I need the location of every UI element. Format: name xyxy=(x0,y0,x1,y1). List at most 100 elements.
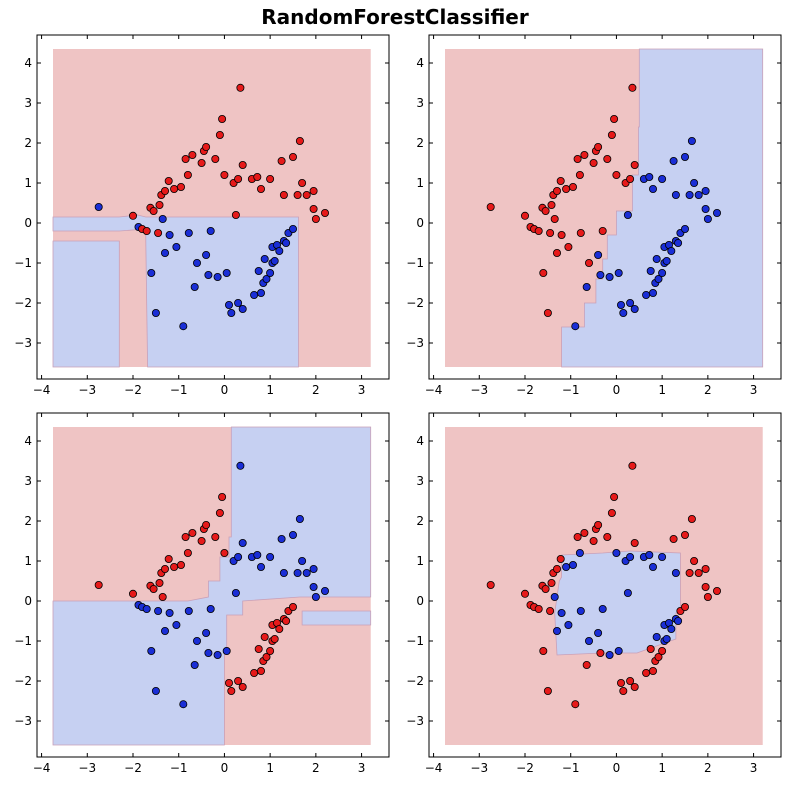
data-point-class1 xyxy=(158,214,167,223)
y-tick-label: −2 xyxy=(406,296,424,310)
x-tick-label: 0 xyxy=(221,761,229,775)
y-tick-label: 2 xyxy=(24,514,32,528)
figure-title: RandomForestClassifier xyxy=(261,5,529,29)
data-point-class1 xyxy=(713,208,722,217)
data-point-class0 xyxy=(176,561,185,570)
data-point-class1 xyxy=(142,605,151,614)
data-point-class1 xyxy=(202,629,211,638)
y-tick-label: −3 xyxy=(14,714,32,728)
data-point-class0 xyxy=(626,174,635,183)
x-tick-label: −1 xyxy=(170,383,188,397)
axes-frame xyxy=(36,34,390,380)
data-point-class1 xyxy=(617,300,626,309)
data-point-class1 xyxy=(270,256,279,265)
data-point-class1 xyxy=(630,304,639,313)
data-point-class0 xyxy=(690,557,699,566)
x-tick-label: 3 xyxy=(750,383,758,397)
y-tick-label: −2 xyxy=(14,674,32,688)
data-point-class0 xyxy=(154,228,163,237)
y-tick-label: 3 xyxy=(24,96,32,110)
data-point-class0 xyxy=(607,508,616,517)
data-point-class1 xyxy=(662,256,671,265)
data-point-class0 xyxy=(547,579,556,588)
data-point-class1 xyxy=(649,288,658,297)
x-tick-label: 0 xyxy=(613,383,621,397)
data-point-class1 xyxy=(309,583,318,592)
data-point-class1 xyxy=(614,647,623,656)
data-point-class0 xyxy=(227,687,236,696)
data-point-class1 xyxy=(295,515,304,524)
data-point-class0 xyxy=(277,156,286,165)
data-point-class1 xyxy=(154,607,163,616)
subplot-bottom-right: −4 −3 −2 −1 0 1 2 3 −3 −2 −1 0 1 2 3 4 xyxy=(406,412,782,775)
data-point-class1 xyxy=(667,625,676,634)
data-point-class0 xyxy=(288,603,297,612)
decision-region-class1 xyxy=(52,240,120,368)
decision-region-class1 xyxy=(52,426,372,746)
y-tick-label: −2 xyxy=(14,296,32,310)
data-point-class0 xyxy=(630,160,639,169)
data-point-class1 xyxy=(236,461,245,470)
data-point-class0 xyxy=(218,115,227,124)
y-tick-label: −1 xyxy=(406,256,424,270)
data-point-class0 xyxy=(701,565,710,574)
data-point-class1 xyxy=(690,178,699,187)
data-point-class1 xyxy=(204,649,213,658)
data-point-class0 xyxy=(183,549,192,558)
data-point-class0 xyxy=(176,182,185,191)
data-point-class1 xyxy=(227,308,236,317)
data-point-class1 xyxy=(649,184,658,193)
y-tick-label: 3 xyxy=(416,96,424,110)
data-point-class1 xyxy=(703,214,712,223)
data-point-class0 xyxy=(128,589,137,598)
data-point-class0 xyxy=(197,537,206,546)
data-point-class0 xyxy=(681,603,690,612)
x-tick-label: −3 xyxy=(470,383,488,397)
data-point-class0 xyxy=(170,563,179,572)
data-point-class0 xyxy=(211,533,220,542)
x-tick-label: −1 xyxy=(562,383,580,397)
data-point-class0 xyxy=(654,653,663,662)
data-point-class0 xyxy=(202,142,211,151)
data-point-class0 xyxy=(564,242,573,251)
data-point-class1 xyxy=(309,565,318,574)
data-point-class0 xyxy=(553,248,562,257)
data-point-class1 xyxy=(652,633,661,642)
data-point-class0 xyxy=(539,268,548,277)
data-point-class0 xyxy=(541,585,550,594)
y-tick-label: 4 xyxy=(24,434,32,448)
data-point-class1 xyxy=(179,700,188,709)
x-tick-label: −4 xyxy=(425,761,443,775)
data-point-class1 xyxy=(190,282,199,291)
data-point-class1 xyxy=(266,268,275,277)
data-point-class0 xyxy=(220,170,229,179)
data-point-class1 xyxy=(282,238,291,247)
y-tick-label: −1 xyxy=(406,634,424,648)
data-point-class1 xyxy=(687,136,696,145)
data-point-class0 xyxy=(164,176,173,185)
data-point-class1 xyxy=(172,242,181,251)
data-point-class0 xyxy=(149,206,158,215)
data-point-class0 xyxy=(612,170,621,179)
data-point-class1 xyxy=(671,569,680,578)
y-tick-label: 2 xyxy=(416,136,424,150)
data-point-class0 xyxy=(628,461,637,470)
data-point-class1 xyxy=(594,250,603,259)
data-point-class0 xyxy=(160,186,169,195)
data-point-class0 xyxy=(610,115,619,124)
y-tick-label: 3 xyxy=(24,474,32,488)
data-point-class1 xyxy=(254,266,263,275)
data-point-class1 xyxy=(94,202,103,211)
data-point-class0 xyxy=(701,583,710,592)
data-point-class1 xyxy=(160,248,169,257)
data-point-class0 xyxy=(160,565,169,574)
data-point-class1 xyxy=(165,609,174,618)
data-point-class0 xyxy=(539,647,548,656)
data-point-class0 xyxy=(149,585,158,594)
data-point-class1 xyxy=(649,563,658,572)
decision-region-class1 xyxy=(52,214,299,368)
data-point-class0 xyxy=(236,83,245,92)
data-point-class0 xyxy=(302,190,311,199)
data-point-class1 xyxy=(582,282,591,291)
data-point-class1 xyxy=(253,551,262,560)
